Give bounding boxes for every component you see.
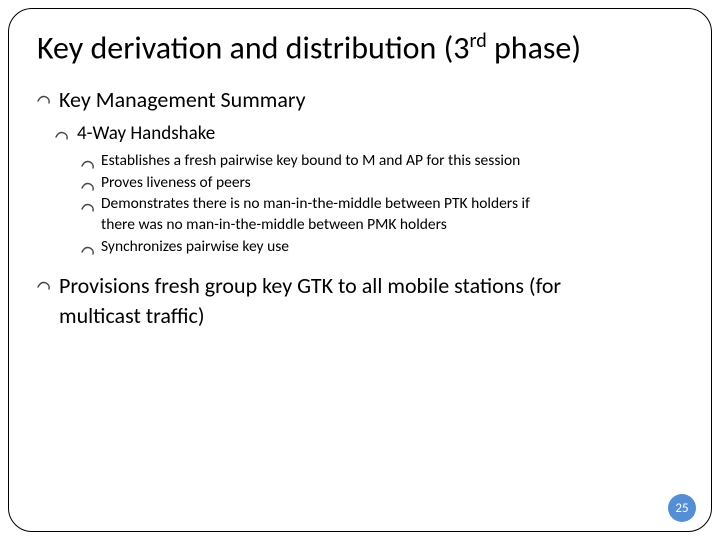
bullet-l1-label-cont: multicast traffic): [59, 302, 205, 329]
bullet-l3-label: Establishes a fresh pairwise key bound t…: [101, 151, 520, 170]
bullet-l3-label: Proves liveness of peers: [101, 173, 251, 192]
bullet-l2-handshake: 4-Way Handshake: [55, 122, 683, 146]
slide-title: Key derivation and distribution (3rd pha…: [37, 29, 683, 68]
bullet-l1-provisions-cont: multicast traffic): [37, 302, 683, 330]
page-number: 25: [675, 501, 688, 516]
swirl-bullet-icon: [37, 92, 53, 108]
swirl-bullet-icon: [81, 179, 97, 195]
swirl-bullet-icon: [55, 128, 71, 144]
bullet-l3-synchronizes: Synchronizes pairwise key use: [81, 237, 683, 256]
bullet-l3-label: Synchronizes pairwise key use: [101, 237, 289, 256]
bullet-l1-label: Key Management Summary: [59, 86, 306, 113]
bullet-l3-proves: Proves liveness of peers: [81, 173, 683, 192]
page-number-badge: 25: [668, 494, 696, 522]
bullet-l3-label-cont: there was no man-in-the-middle between P…: [101, 215, 447, 234]
bullet-l2-label: 4-Way Handshake: [77, 122, 215, 145]
bullet-l3-demonstrates: Demonstrates there is no man-in-the-midd…: [81, 194, 683, 213]
bullet-l1-provisions: Provisions fresh group key GTK to all mo…: [37, 272, 683, 300]
title-text-pre: Key derivation and distribution (3: [37, 29, 470, 68]
swirl-bullet-icon: [81, 157, 97, 173]
bullet-l3-demonstrates-cont: there was no man-in-the-middle between P…: [101, 215, 683, 234]
title-text-post: phase): [487, 29, 581, 68]
bullet-l3-establishes: Establishes a fresh pairwise key bound t…: [81, 151, 683, 170]
swirl-bullet-icon: [81, 243, 97, 259]
bullet-l3-label: Demonstrates there is no man-in-the-midd…: [101, 194, 530, 213]
spacer: [37, 258, 683, 272]
swirl-bullet-icon: [81, 200, 97, 216]
bullet-l1-label: Provisions fresh group key GTK to all mo…: [59, 272, 561, 299]
slide-frame: Key derivation and distribution (3rd pha…: [8, 8, 712, 532]
bullet-l1-summary: Key Management Summary: [37, 86, 683, 114]
title-superscript: rd: [470, 29, 487, 53]
swirl-bullet-icon: [37, 278, 53, 294]
